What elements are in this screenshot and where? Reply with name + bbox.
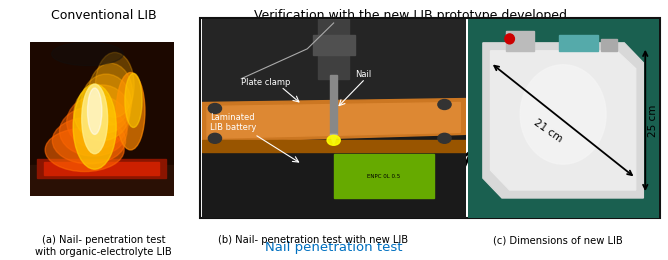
- Ellipse shape: [88, 88, 102, 134]
- Ellipse shape: [59, 107, 127, 156]
- Bar: [318, 19, 349, 79]
- Text: 21 cm: 21 cm: [532, 117, 564, 144]
- Ellipse shape: [45, 128, 124, 172]
- Text: Nail penetration test: Nail penetration test: [265, 241, 403, 254]
- Bar: [44, 162, 160, 175]
- Polygon shape: [490, 51, 636, 190]
- Ellipse shape: [73, 84, 116, 169]
- Bar: [334, 154, 434, 198]
- Text: Plate clamp: Plate clamp: [241, 78, 291, 87]
- Ellipse shape: [81, 84, 108, 154]
- Bar: [559, 35, 597, 51]
- Bar: [37, 159, 166, 178]
- Ellipse shape: [52, 118, 126, 164]
- Ellipse shape: [74, 85, 130, 141]
- Bar: [313, 35, 355, 55]
- Circle shape: [438, 100, 451, 109]
- Ellipse shape: [88, 63, 133, 125]
- Polygon shape: [483, 43, 643, 198]
- Ellipse shape: [125, 73, 142, 127]
- Text: (b) Nail- penetration test with new LIB: (b) Nail- penetration test with new LIB: [218, 235, 407, 245]
- Text: Verification with the new LIB prototype developed: Verification with the new LIB prototype …: [255, 9, 567, 22]
- Text: (a) Nail- penetration test
with organic-electrolyte LIB: (a) Nail- penetration test with organic-…: [35, 235, 172, 257]
- Polygon shape: [207, 102, 460, 138]
- Circle shape: [438, 133, 451, 143]
- Text: 25 cm: 25 cm: [648, 104, 658, 136]
- Bar: [30, 165, 174, 196]
- Ellipse shape: [81, 74, 132, 133]
- Ellipse shape: [96, 53, 134, 118]
- Circle shape: [208, 133, 222, 143]
- Ellipse shape: [51, 42, 124, 66]
- Bar: [202, 19, 466, 108]
- Ellipse shape: [520, 65, 606, 164]
- Bar: [506, 31, 534, 51]
- Bar: [200, 18, 660, 218]
- Bar: [202, 140, 466, 152]
- Text: ENPC 0L 0.5: ENPC 0L 0.5: [367, 174, 400, 179]
- Text: (c) Dimensions of new LIB: (c) Dimensions of new LIB: [493, 235, 623, 245]
- Text: Laminated
LIB battery: Laminated LIB battery: [210, 113, 256, 132]
- Polygon shape: [330, 134, 337, 144]
- Bar: [601, 39, 617, 51]
- Text: Conventional LIB: Conventional LIB: [51, 9, 156, 22]
- Ellipse shape: [67, 96, 128, 148]
- Circle shape: [327, 135, 340, 145]
- Circle shape: [505, 34, 514, 44]
- Circle shape: [208, 103, 222, 113]
- Text: Nail: Nail: [355, 70, 371, 79]
- Ellipse shape: [116, 73, 145, 150]
- Bar: [330, 75, 337, 134]
- Polygon shape: [202, 99, 466, 142]
